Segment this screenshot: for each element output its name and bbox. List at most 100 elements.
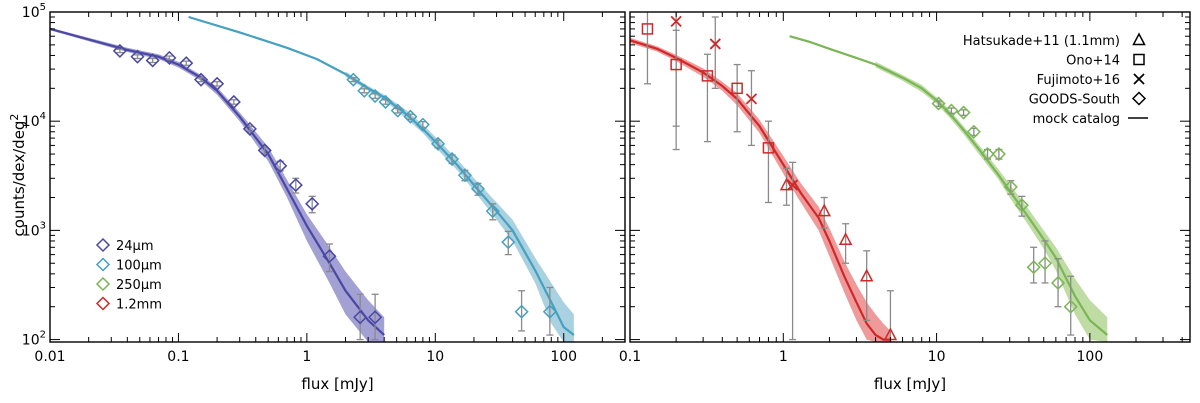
data-point-diamond xyxy=(1026,260,1041,275)
data-point-diamond xyxy=(162,50,177,65)
x-tick-label: 10 xyxy=(426,349,444,365)
data-point-square xyxy=(731,82,743,95)
x-axis-label: flux [mJy] xyxy=(874,375,946,393)
data-point-diamond xyxy=(288,178,303,193)
data-point-diamond xyxy=(457,168,472,183)
legend-marker xyxy=(95,237,111,253)
data-point-diamond xyxy=(368,88,383,104)
data-point-diamond xyxy=(390,103,405,118)
legend-label: mock catalog xyxy=(1033,112,1120,127)
legend-marker xyxy=(1133,53,1145,66)
x-tick-label: 1 xyxy=(302,349,311,365)
legend-marker xyxy=(95,257,111,272)
y-tick-label: 103 xyxy=(22,220,46,239)
legend-label: 100μm xyxy=(116,259,162,274)
data-point-diamond xyxy=(193,72,209,87)
data-point-square xyxy=(701,70,714,82)
data-point-square xyxy=(670,58,682,71)
panel-left-plot: 0.01 0.1 1 10 100 flux [mJy] 102 103 104 105 24μm 1… xyxy=(22,2,626,393)
data-point-diamond xyxy=(353,310,368,325)
data-point-diamond xyxy=(368,310,383,325)
x-tick-label: 0.1 xyxy=(167,349,189,365)
data-point-diamond xyxy=(403,109,418,124)
y-axis-label: counts/dex/deg2 xyxy=(8,114,28,237)
legend-marker xyxy=(1133,73,1145,85)
model-line-1 xyxy=(188,15,575,336)
legend-label: Ono+14 xyxy=(1066,54,1120,69)
legend-marker xyxy=(1132,32,1146,46)
data-point-diamond xyxy=(514,304,529,319)
x-tick-label: 1 xyxy=(779,349,788,365)
data-point-square xyxy=(641,23,654,35)
data-point-square xyxy=(762,142,775,154)
data-point-diamond xyxy=(501,235,516,250)
x-tick-label: 0.1 xyxy=(619,349,641,365)
data-point-diamond xyxy=(357,83,372,98)
data-point-diamond xyxy=(1037,256,1053,271)
model-band-0 xyxy=(630,37,891,342)
plot-frame xyxy=(629,11,1191,343)
data-point-diamond xyxy=(378,94,393,110)
panel-right-plot: 0.1 1 10 100 flux [mJy] Hatsukade+11 (1.1mm) O… xyxy=(619,11,1191,393)
data-point-diamond xyxy=(322,249,337,264)
data-point-diamond xyxy=(130,49,145,64)
data-point-diamond xyxy=(931,96,946,111)
plot-frame xyxy=(49,11,626,343)
data-point-diamond xyxy=(273,158,288,173)
y-tick-label: 105 xyxy=(22,2,46,21)
data-point-diamond xyxy=(1014,198,1029,213)
data-point-diamond xyxy=(257,143,272,158)
data-point-diamond xyxy=(305,196,320,211)
legend-label: 250μm xyxy=(116,278,162,293)
data-point-triangle xyxy=(859,268,874,282)
legend: 24μm 100μm 250μm 1.2mm xyxy=(95,237,162,313)
x-axis-label: flux [mJy] xyxy=(301,375,373,393)
data-point-diamond xyxy=(980,146,995,162)
data-point-diamond xyxy=(1003,179,1018,194)
model-band-0 xyxy=(50,27,385,342)
model-band-1 xyxy=(875,61,1108,342)
model-line-0 xyxy=(630,39,891,341)
legend-label: 24μm xyxy=(116,239,153,254)
x-tick-label: 0.01 xyxy=(34,349,65,365)
data-point-diamond xyxy=(210,76,225,91)
data-point-triangle xyxy=(817,203,831,217)
data-point-cross xyxy=(745,93,758,105)
data-point-diamond xyxy=(346,72,361,87)
data-point-cross xyxy=(709,38,721,50)
data-point-diamond xyxy=(966,124,981,139)
model-line-1 xyxy=(789,35,1109,336)
data-point-triangle xyxy=(838,232,853,246)
legend-marker xyxy=(95,276,111,292)
data-point-diamond xyxy=(179,56,194,71)
legend-marker xyxy=(1131,91,1147,106)
data-point-diamond xyxy=(145,53,160,68)
data-point-diamond xyxy=(470,181,486,196)
plot-content xyxy=(630,12,1109,342)
legend-label: 1.2mm xyxy=(116,298,162,313)
data-point-diamond xyxy=(1063,299,1078,314)
x-tick-label: 100 xyxy=(1077,349,1104,365)
data-point-diamond xyxy=(956,105,971,120)
legend-marker xyxy=(95,296,111,311)
y-tick-label: 104 xyxy=(22,111,46,130)
legend-label: Fujimoto+16 xyxy=(1037,73,1120,88)
data-point-diamond xyxy=(112,43,127,58)
data-point-diamond xyxy=(444,151,460,167)
data-point-diamond xyxy=(542,304,557,319)
x-tick-label: 10 xyxy=(928,349,946,365)
data-point-cross xyxy=(670,15,682,28)
data-point-diamond xyxy=(991,146,1006,162)
legend-label: GOODS-South xyxy=(1029,93,1120,108)
data-point-diamond xyxy=(242,121,257,136)
data-point-cross xyxy=(786,179,799,191)
data-point-diamond xyxy=(430,136,446,151)
data-point-diamond xyxy=(944,103,959,118)
y-tick-label: 102 xyxy=(22,330,46,349)
data-point-diamond xyxy=(1050,275,1066,291)
data-point-diamond xyxy=(415,117,430,132)
data-point-diamond xyxy=(485,204,500,219)
x-tick-label: 100 xyxy=(550,349,577,365)
model-line-0 xyxy=(50,27,385,336)
legend-label: Hatsukade+11 (1.1mm) xyxy=(963,34,1120,49)
